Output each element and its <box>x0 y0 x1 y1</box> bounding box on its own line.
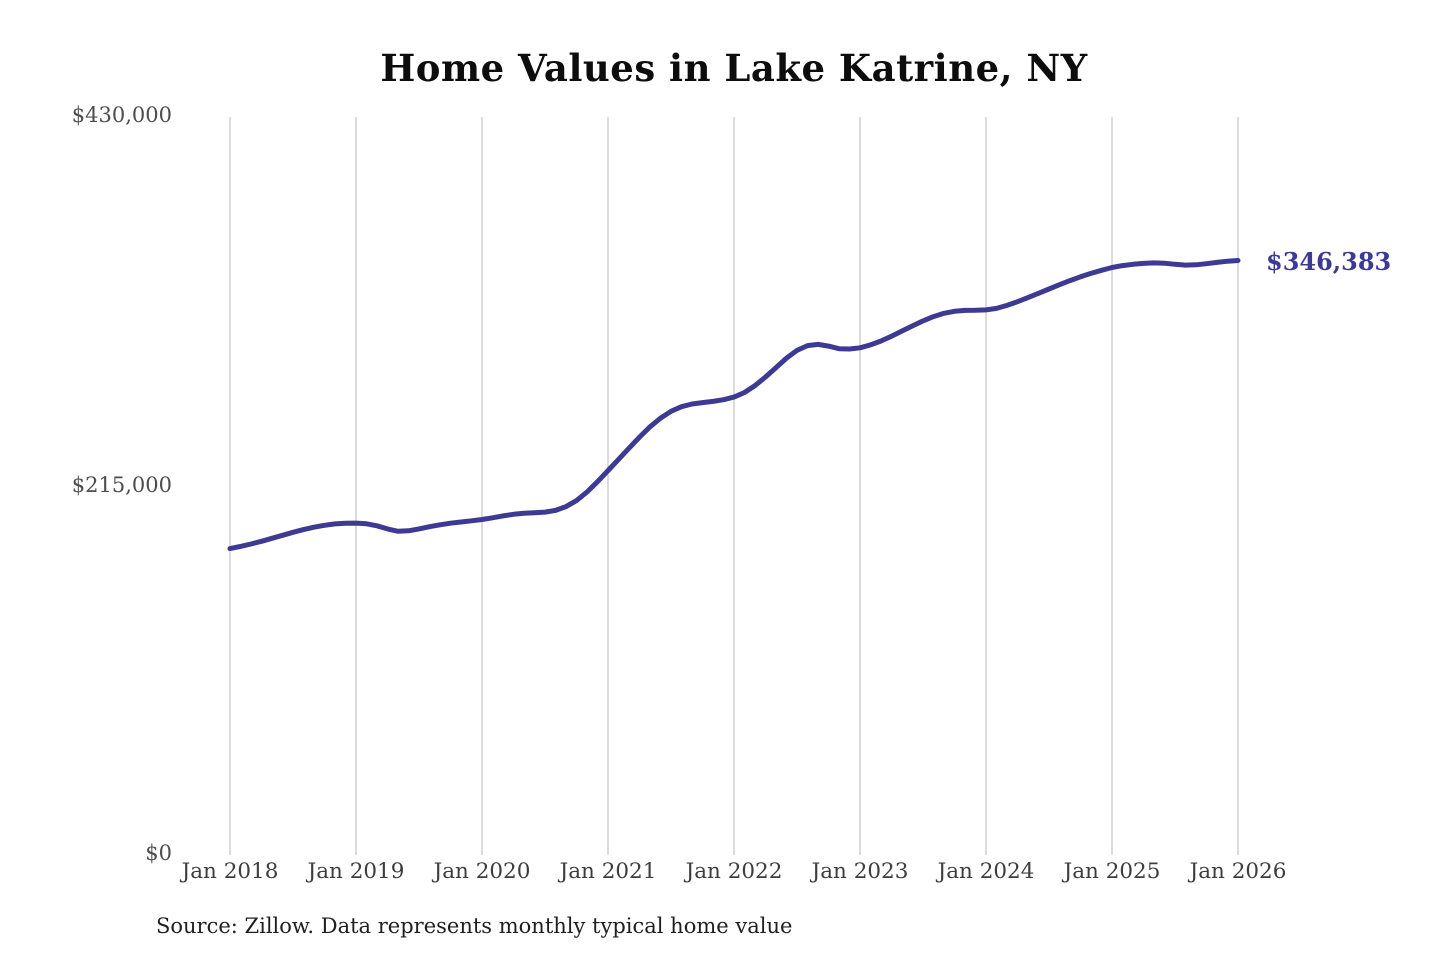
x-tick-label: Jan 2023 <box>810 859 909 884</box>
x-tick-label: Jan 2025 <box>1062 859 1161 884</box>
x-tick-label: Jan 2024 <box>936 859 1035 884</box>
y-tick-label-middle: $215,000 <box>71 473 172 497</box>
home-value-line <box>227 258 1241 552</box>
y-tick-label-top: $430,000 <box>71 103 172 127</box>
source-note: Source: Zillow. Data represents monthly … <box>156 914 793 938</box>
latest-value-label: $346,383 <box>1266 246 1392 276</box>
x-tick-label: Jan 2020 <box>432 859 531 884</box>
x-tick-label: Jan 2021 <box>558 859 657 884</box>
y-tick-label-zero: $0 <box>145 841 172 865</box>
x-tick-label: Jan 2022 <box>684 859 783 884</box>
x-tick-label: Jan 2018 <box>180 859 279 884</box>
chart-title: Home Values in Lake Katrine, NY <box>380 46 1088 90</box>
x-tick-label: Jan 2026 <box>1188 859 1287 884</box>
x-tick-label: Jan 2019 <box>306 859 405 884</box>
